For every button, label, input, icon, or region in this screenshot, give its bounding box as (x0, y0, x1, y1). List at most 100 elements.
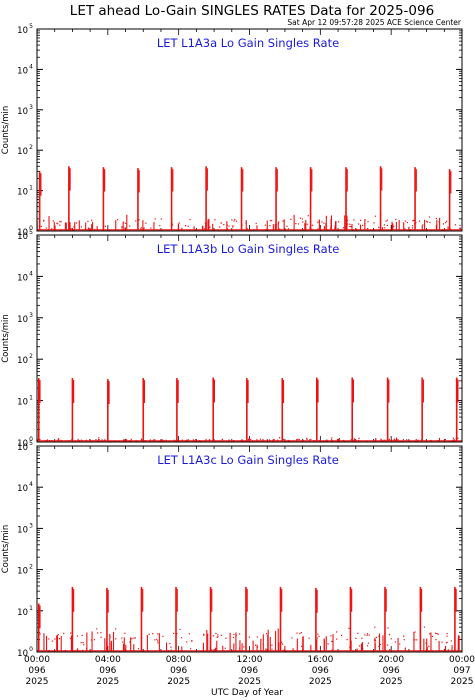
noise-dot (316, 637, 319, 639)
noise-dot (278, 221, 280, 223)
noise-dot (436, 632, 438, 635)
noise-dot (374, 626, 376, 628)
noise-dot (195, 439, 197, 441)
noise-dot (318, 220, 320, 222)
x-tick-year: 2025 (309, 677, 332, 687)
noise-dot (60, 221, 62, 223)
noise-dot (298, 438, 300, 441)
noise-dot (71, 228, 73, 230)
noise-dot (349, 223, 351, 225)
x-tick-time: 00:00 (24, 655, 50, 665)
noise-dot (45, 440, 48, 443)
noise-dot (148, 633, 150, 635)
noise-dot (56, 222, 58, 224)
noise-dot (403, 639, 405, 641)
noise-dot (157, 640, 159, 642)
chart-panel-2: LET L1A3b Lo Gain Singles Rate Counts/min… (1, 229, 463, 449)
noise-dot (322, 440, 325, 443)
x-tick-year: 2025 (380, 677, 403, 687)
noise-dot (184, 225, 187, 227)
noise-dot (446, 641, 448, 644)
noise-dot (402, 438, 405, 441)
chart-panels: LET L1A3a Lo Gain Singles Rate Counts/min… (1, 23, 463, 659)
noise-dot (159, 225, 161, 227)
noise-dot (156, 638, 158, 640)
x-tick-time: 08:00 (166, 655, 192, 665)
noise-dot (435, 638, 437, 641)
noise-dot (349, 225, 351, 228)
noise-dot (51, 228, 53, 230)
y-tick-label: 10 (17, 228, 28, 238)
noise-dot (43, 220, 45, 222)
chart-panel-1: LET L1A3a Lo Gain Singles Rate Counts/min… (1, 23, 463, 238)
noise-dot (232, 636, 235, 639)
noise-dot (334, 225, 336, 227)
noise-dot (170, 646, 172, 648)
noise-dot (219, 226, 221, 228)
plot-frame (36, 445, 463, 653)
noise-dot (394, 439, 396, 441)
noise-dot (37, 439, 39, 441)
noise-dot (129, 641, 131, 643)
noise-dot (228, 439, 230, 441)
y-tick-label: 10 (17, 107, 28, 117)
noise-dot (425, 642, 427, 644)
noise-dot (178, 222, 180, 224)
noise-dot (426, 220, 428, 222)
noise-dot (48, 638, 50, 640)
noise-dot (301, 218, 303, 220)
noise-dot (359, 219, 362, 221)
noise-dot (256, 439, 258, 441)
noise-dot (373, 639, 376, 641)
noise-dot (388, 634, 390, 636)
noise-dot (124, 439, 126, 441)
noise-dot (248, 636, 250, 638)
noise-dot (87, 220, 89, 223)
noise-dot (282, 220, 284, 222)
y-tick-label: 10 (17, 525, 28, 535)
noise-dot (231, 219, 233, 221)
noise-dot (429, 633, 431, 635)
noise-dot (63, 632, 65, 634)
noise-dot (386, 224, 388, 226)
noise-dot (357, 632, 359, 634)
panel-title: LET L1A3b Lo Gain Singles Rate (157, 242, 340, 256)
noise-dot (330, 219, 333, 221)
noise-dot (362, 224, 364, 227)
noise-dot (299, 632, 301, 635)
y-tick-exponent: 0 (29, 646, 33, 653)
x-tick-doy: 096 (28, 666, 45, 676)
y-tick-label: 10 (17, 315, 28, 325)
noise-dot (286, 225, 288, 227)
noise-dot (69, 637, 72, 640)
noise-dot (402, 440, 404, 443)
noise-dot (437, 633, 439, 635)
noise-dot (296, 439, 298, 441)
noise-dot (386, 644, 389, 646)
noise-dot (222, 645, 224, 648)
noise-dot (346, 219, 349, 222)
noise-dot (373, 222, 375, 224)
noise-dot (46, 439, 48, 441)
noise-dot (375, 636, 378, 639)
y-tick-exponent: 0 (29, 436, 33, 443)
noise-dot (39, 438, 41, 441)
noise-dot (387, 627, 389, 629)
noise-dot (188, 633, 190, 635)
noise-dot (215, 632, 217, 635)
noise-dot (330, 635, 332, 637)
x-tick-doy: 096 (241, 666, 258, 676)
noise-dot (233, 633, 235, 636)
y-tick-exponent: 5 (29, 23, 33, 30)
x-tick-year: 2025 (451, 677, 474, 687)
noise-dot (364, 219, 366, 221)
y-tick-label: 10 (17, 608, 28, 618)
noise-dot (323, 222, 325, 224)
noise-dot (384, 227, 386, 229)
y-tick-exponent: 3 (29, 522, 33, 529)
noise-dot (181, 439, 183, 441)
noise-dot (162, 635, 164, 637)
noise-dot (346, 223, 349, 225)
x-axis: 00:00096202504:00096202508:00096202512:0… (24, 655, 475, 687)
